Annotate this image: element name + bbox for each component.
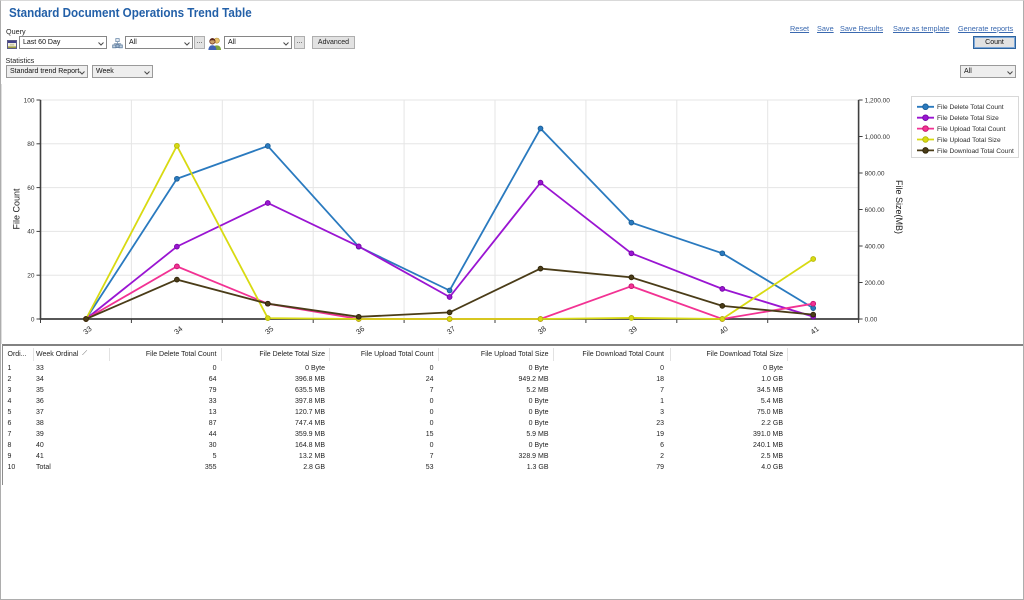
svg-text:File Delete Total Count: File Delete Total Count	[937, 104, 1004, 111]
svg-text:1,000.00: 1,000.00	[865, 134, 891, 141]
svg-text:38: 38	[536, 324, 548, 336]
svg-text:33: 33	[81, 324, 93, 336]
svg-text:600.00: 600.00	[865, 207, 885, 214]
svg-text:File Count: File Count	[12, 188, 22, 230]
svg-text:File Size(MB): File Size(MB)	[894, 180, 904, 234]
svg-text:200.00: 200.00	[865, 280, 885, 287]
svg-text:20: 20	[27, 273, 35, 280]
svg-text:80: 80	[27, 141, 35, 148]
svg-text:File Upload Total Size: File Upload Total Size	[937, 137, 1001, 144]
svg-text:0: 0	[31, 316, 35, 323]
svg-text:60: 60	[27, 185, 35, 192]
svg-text:400.00: 400.00	[865, 243, 885, 250]
svg-text:39: 39	[627, 324, 639, 336]
svg-text:0.00: 0.00	[865, 316, 878, 323]
svg-text:36: 36	[354, 324, 366, 336]
svg-text:41: 41	[809, 324, 821, 336]
svg-text:40: 40	[27, 229, 35, 236]
svg-text:35: 35	[263, 324, 275, 336]
svg-text:800.00: 800.00	[865, 170, 885, 177]
svg-text:34: 34	[172, 324, 184, 336]
svg-text:1,200.00: 1,200.00	[865, 97, 891, 104]
svg-text:File Download Total Count: File Download Total Count	[937, 148, 1014, 155]
svg-text:File Upload Total Count: File Upload Total Count	[937, 126, 1006, 133]
svg-text:100: 100	[24, 97, 35, 104]
svg-text:37: 37	[445, 324, 457, 336]
svg-text:40: 40	[718, 324, 730, 336]
svg-text:File Delete Total Size: File Delete Total Size	[937, 115, 999, 122]
